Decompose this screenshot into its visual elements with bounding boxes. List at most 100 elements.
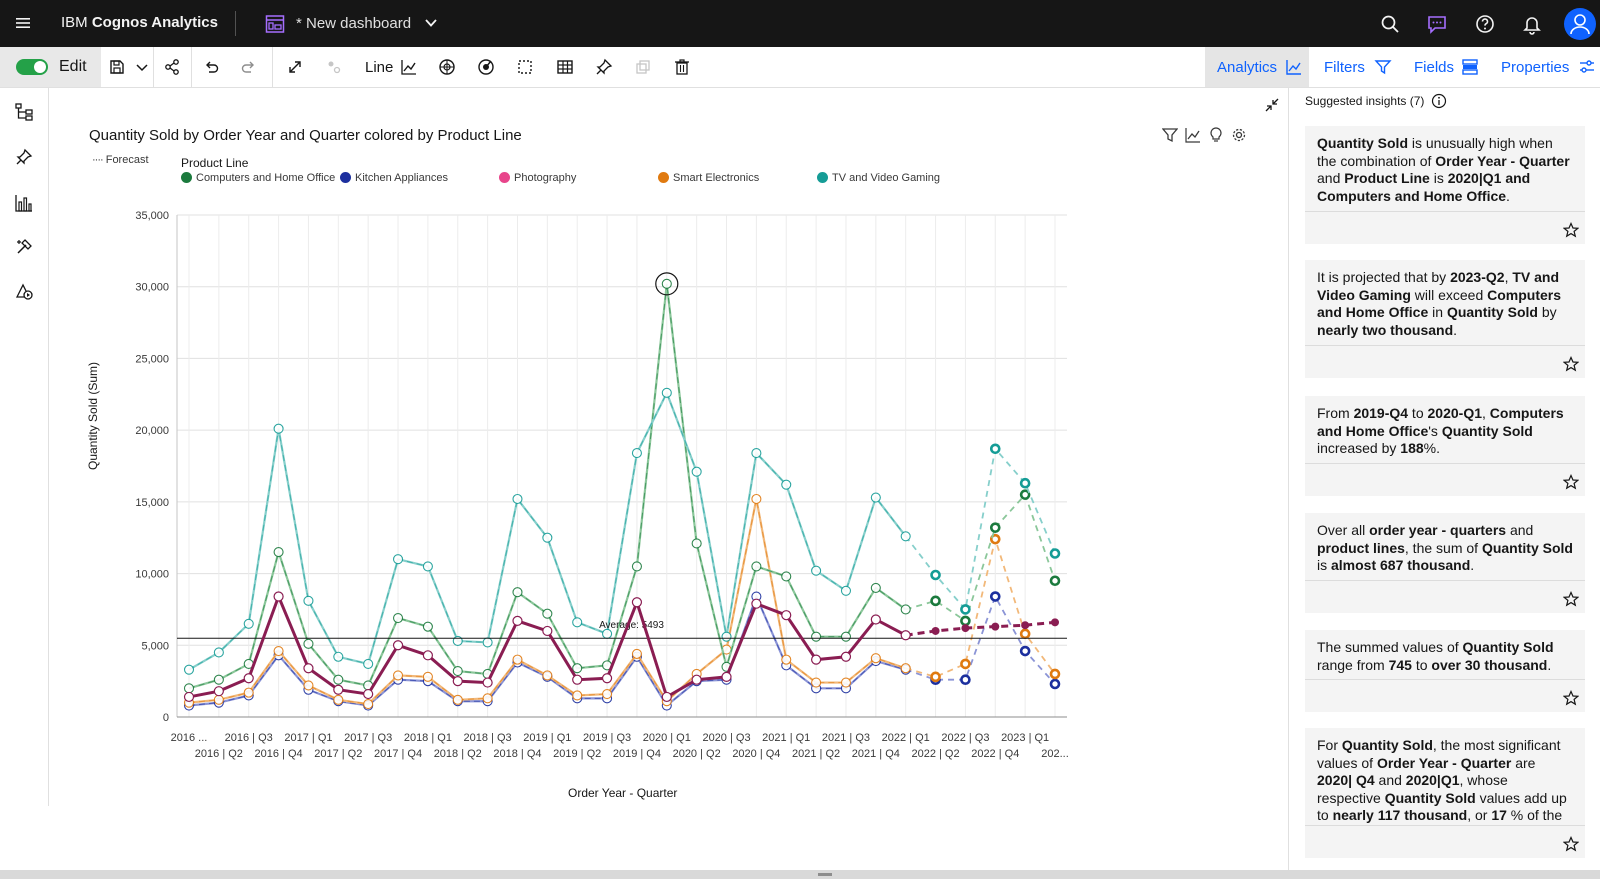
data-point [661, 278, 672, 289]
data-point [631, 561, 642, 572]
insight-card[interactable]: It is projected that by 2023-Q2, TV and … [1305, 260, 1585, 378]
legend-label: Kitchen Appliances [355, 172, 448, 184]
forecast-point [930, 671, 941, 683]
legend-swatch [817, 172, 828, 183]
dashboard-name[interactable]: * New dashboard [296, 15, 412, 32]
share-icon[interactable] [162, 57, 182, 77]
insight-card[interactable]: From 2019-Q4 to 2020-Q1, Computers and H… [1305, 396, 1585, 496]
legend-item[interactable]: TV and Video Gaming [817, 172, 940, 184]
legend-label: TV and Video Gaming [832, 172, 941, 184]
brand-prefix: IBM [61, 14, 88, 31]
tab-filters[interactable]: Filters [1310, 47, 1398, 87]
x-tick-label: 2016 ... [171, 732, 208, 744]
y-tick-label: 25,000 [135, 353, 169, 365]
delete-icon[interactable] [672, 57, 692, 77]
line-chart-icon[interactable] [399, 57, 419, 77]
select-area-icon[interactable] [515, 57, 535, 77]
lightbulb-icon[interactable] [1208, 127, 1224, 143]
insight-card[interactable]: Over all order year - quarters and produ… [1305, 513, 1585, 613]
edit-mode-group[interactable]: Edit [0, 47, 101, 87]
info-icon[interactable] [1431, 93, 1447, 109]
visualization-type-label[interactable]: Line [365, 59, 394, 76]
search-icon[interactable] [1379, 13, 1401, 35]
chat-icon[interactable] [1426, 13, 1448, 35]
media-shapes-icon[interactable] [14, 281, 34, 301]
user-avatar[interactable] [1564, 8, 1596, 40]
toggle-knob [34, 61, 46, 73]
star-icon[interactable] [1563, 690, 1579, 706]
format-icon[interactable] [437, 57, 457, 77]
x-tick-label: 2017 | Q1 [284, 732, 332, 744]
tab-analytics[interactable]: Analytics [1205, 47, 1309, 87]
x-tick-label: 2021 | Q2 [792, 748, 840, 760]
table-icon[interactable] [555, 57, 575, 77]
chevron-down-icon[interactable] [424, 16, 438, 30]
explore-icon[interactable] [476, 57, 496, 77]
average-label: Average: 5493 [599, 620, 664, 631]
photography-point [781, 610, 792, 621]
data-point [751, 448, 762, 459]
legend-item[interactable]: Smart Electronics [658, 172, 759, 184]
data-point [751, 493, 762, 505]
star-icon[interactable] [1563, 356, 1579, 372]
x-tick-label: 2018 | Q2 [434, 748, 482, 760]
insight-card[interactable]: For Quantity Sold, the most significant … [1305, 728, 1585, 858]
line-chart[interactable]: 0 5,000 10,000 15,000 20,000 25,000 30,000 35,0… [100, 195, 1200, 795]
hamburger-menu-icon[interactable] [12, 12, 34, 34]
left-rail [0, 88, 49, 806]
x-axis-label: Order Year - Quarter [568, 786, 678, 800]
star-icon[interactable] [1563, 591, 1579, 607]
photography-forecast-point [991, 622, 1000, 631]
data-point [512, 493, 523, 505]
help-icon[interactable] [1474, 13, 1496, 35]
forecast-point [989, 443, 1001, 455]
notification-bell-icon[interactable] [1521, 13, 1543, 35]
insight-card[interactable]: The summed values of Quantity Sold range… [1305, 630, 1585, 712]
data-point [363, 658, 374, 669]
star-icon[interactable] [1563, 474, 1579, 490]
data-point [392, 670, 404, 681]
photography-point [333, 684, 344, 695]
photography-point [213, 686, 224, 697]
save-menu-chevron-icon[interactable] [132, 57, 152, 77]
save-icon[interactable] [107, 57, 127, 77]
pin-icon[interactable] [14, 147, 34, 167]
forecast-point [1049, 668, 1061, 680]
data-point [572, 690, 583, 701]
edit-toggle[interactable] [16, 59, 48, 75]
widgets-icon[interactable] [14, 237, 34, 257]
redo-icon[interactable] [239, 57, 259, 77]
photography-point [691, 674, 702, 685]
settings-icon[interactable] [1231, 127, 1247, 143]
expand-icon[interactable] [285, 57, 305, 77]
data-tree-icon[interactable] [14, 102, 34, 122]
filter-icon[interactable] [1162, 127, 1178, 143]
pin-icon[interactable] [594, 57, 614, 77]
undo-icon[interactable] [201, 57, 221, 77]
x-tick-label: 2022 | Q2 [911, 748, 959, 760]
legend-item[interactable]: Photography [499, 172, 576, 184]
x-tick-label: 2017 | Q2 [314, 748, 362, 760]
star-icon[interactable] [1563, 222, 1579, 238]
data-point [482, 637, 493, 648]
photography-point [870, 614, 881, 625]
dashboard-toolbar: Edit Line Analytics Filters Fields Prope… [0, 47, 1600, 88]
bottom-scrollbar[interactable] [0, 870, 1600, 879]
x-tick-label: 2021 | Q1 [762, 732, 810, 744]
insight-card[interactable]: Quantity Sold is unusually high when the… [1305, 126, 1585, 244]
analytics-icon [1286, 60, 1301, 75]
collapse-icon[interactable] [1263, 96, 1281, 114]
resize-grip[interactable] [818, 873, 832, 876]
bar-chart-icon[interactable] [14, 193, 34, 213]
data-point [840, 677, 852, 688]
star-icon[interactable] [1563, 836, 1579, 852]
trend-icon[interactable] [1185, 127, 1201, 143]
legend-item[interactable]: Computers and Home Office [181, 172, 335, 184]
tab-properties[interactable]: Properties [1488, 47, 1600, 87]
photography-point [542, 625, 553, 637]
tab-filters-label: Filters [1324, 59, 1365, 76]
x-tick-label: 2018 | Q1 [404, 732, 452, 744]
photography-forecast-point [931, 626, 940, 635]
legend-item[interactable]: Kitchen Appliances [340, 172, 448, 184]
tab-fields[interactable]: Fields [1400, 47, 1486, 87]
